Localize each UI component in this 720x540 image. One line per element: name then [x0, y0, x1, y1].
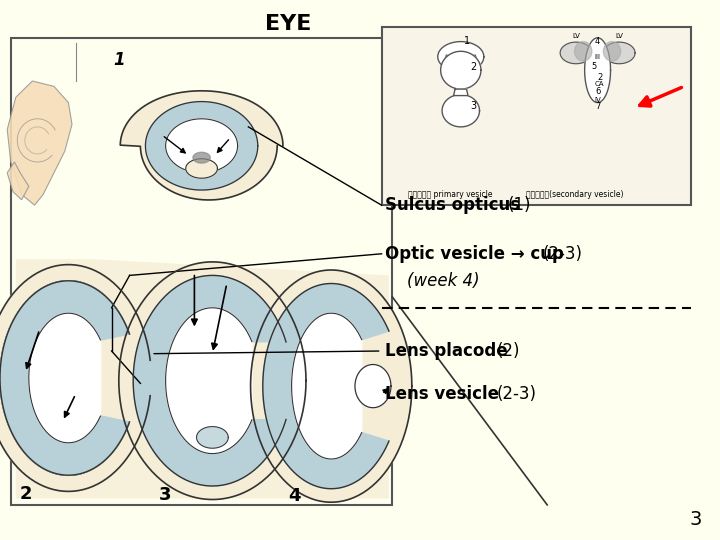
Text: EYE: EYE: [265, 14, 311, 35]
Polygon shape: [193, 152, 210, 163]
Polygon shape: [443, 55, 454, 73]
Text: 4: 4: [595, 37, 600, 46]
Polygon shape: [575, 42, 592, 61]
Text: IV: IV: [594, 97, 601, 103]
Polygon shape: [29, 313, 100, 443]
Text: 일차뇌소포 primary vesicle: 일차뇌소포 primary vesicle: [408, 190, 492, 199]
Text: 3: 3: [471, 101, 477, 111]
Text: LV: LV: [616, 33, 623, 39]
Polygon shape: [120, 91, 283, 200]
Text: Lens vesicle: Lens vesicle: [385, 385, 505, 403]
Text: CA: CA: [595, 82, 605, 87]
Polygon shape: [7, 81, 72, 205]
Text: 5: 5: [591, 62, 597, 71]
Text: 4: 4: [288, 487, 300, 504]
Text: Lens placode: Lens placode: [385, 342, 513, 360]
Polygon shape: [0, 265, 150, 491]
Polygon shape: [355, 364, 391, 408]
Text: Optic vesicle → cup: Optic vesicle → cup: [385, 245, 570, 263]
Text: 3: 3: [158, 485, 171, 503]
Polygon shape: [119, 262, 306, 500]
Polygon shape: [0, 281, 130, 475]
Text: 1: 1: [114, 51, 125, 69]
Polygon shape: [585, 38, 611, 103]
Polygon shape: [0, 265, 150, 491]
Polygon shape: [0, 281, 130, 475]
Text: (2-3): (2-3): [497, 385, 537, 403]
Bar: [382, 27, 691, 205]
Polygon shape: [454, 89, 468, 96]
Polygon shape: [251, 270, 412, 502]
Text: (week 4): (week 4): [407, 272, 480, 290]
Polygon shape: [186, 159, 217, 178]
Text: 2: 2: [19, 485, 32, 503]
Text: III: III: [595, 55, 600, 60]
Polygon shape: [438, 42, 484, 72]
Polygon shape: [166, 308, 252, 454]
Polygon shape: [468, 55, 479, 73]
Polygon shape: [560, 42, 592, 64]
Polygon shape: [263, 284, 389, 489]
Text: (2): (2): [497, 342, 521, 360]
Text: 7: 7: [595, 102, 600, 111]
Polygon shape: [603, 42, 621, 61]
Text: Sulcus opticus: Sulcus opticus: [385, 196, 526, 214]
Polygon shape: [166, 119, 238, 173]
Text: (2-3): (2-3): [542, 245, 582, 263]
Polygon shape: [145, 102, 258, 190]
Polygon shape: [292, 313, 361, 459]
Polygon shape: [133, 275, 286, 486]
Text: 6: 6: [595, 87, 600, 97]
Text: 2: 2: [471, 62, 477, 72]
Text: 3: 3: [690, 510, 702, 529]
Polygon shape: [29, 313, 100, 443]
Polygon shape: [16, 259, 389, 498]
Text: 1: 1: [464, 36, 469, 46]
Polygon shape: [441, 51, 481, 89]
Text: 이차뇌소포(secondary vesicle): 이차뇌소포(secondary vesicle): [526, 190, 623, 199]
Text: 2: 2: [597, 73, 603, 82]
Polygon shape: [197, 427, 228, 448]
Bar: [11, 38, 392, 505]
Polygon shape: [7, 162, 29, 200]
Polygon shape: [442, 94, 480, 127]
Text: LV: LV: [572, 33, 580, 39]
Polygon shape: [603, 42, 635, 64]
Text: (1): (1): [508, 196, 531, 214]
